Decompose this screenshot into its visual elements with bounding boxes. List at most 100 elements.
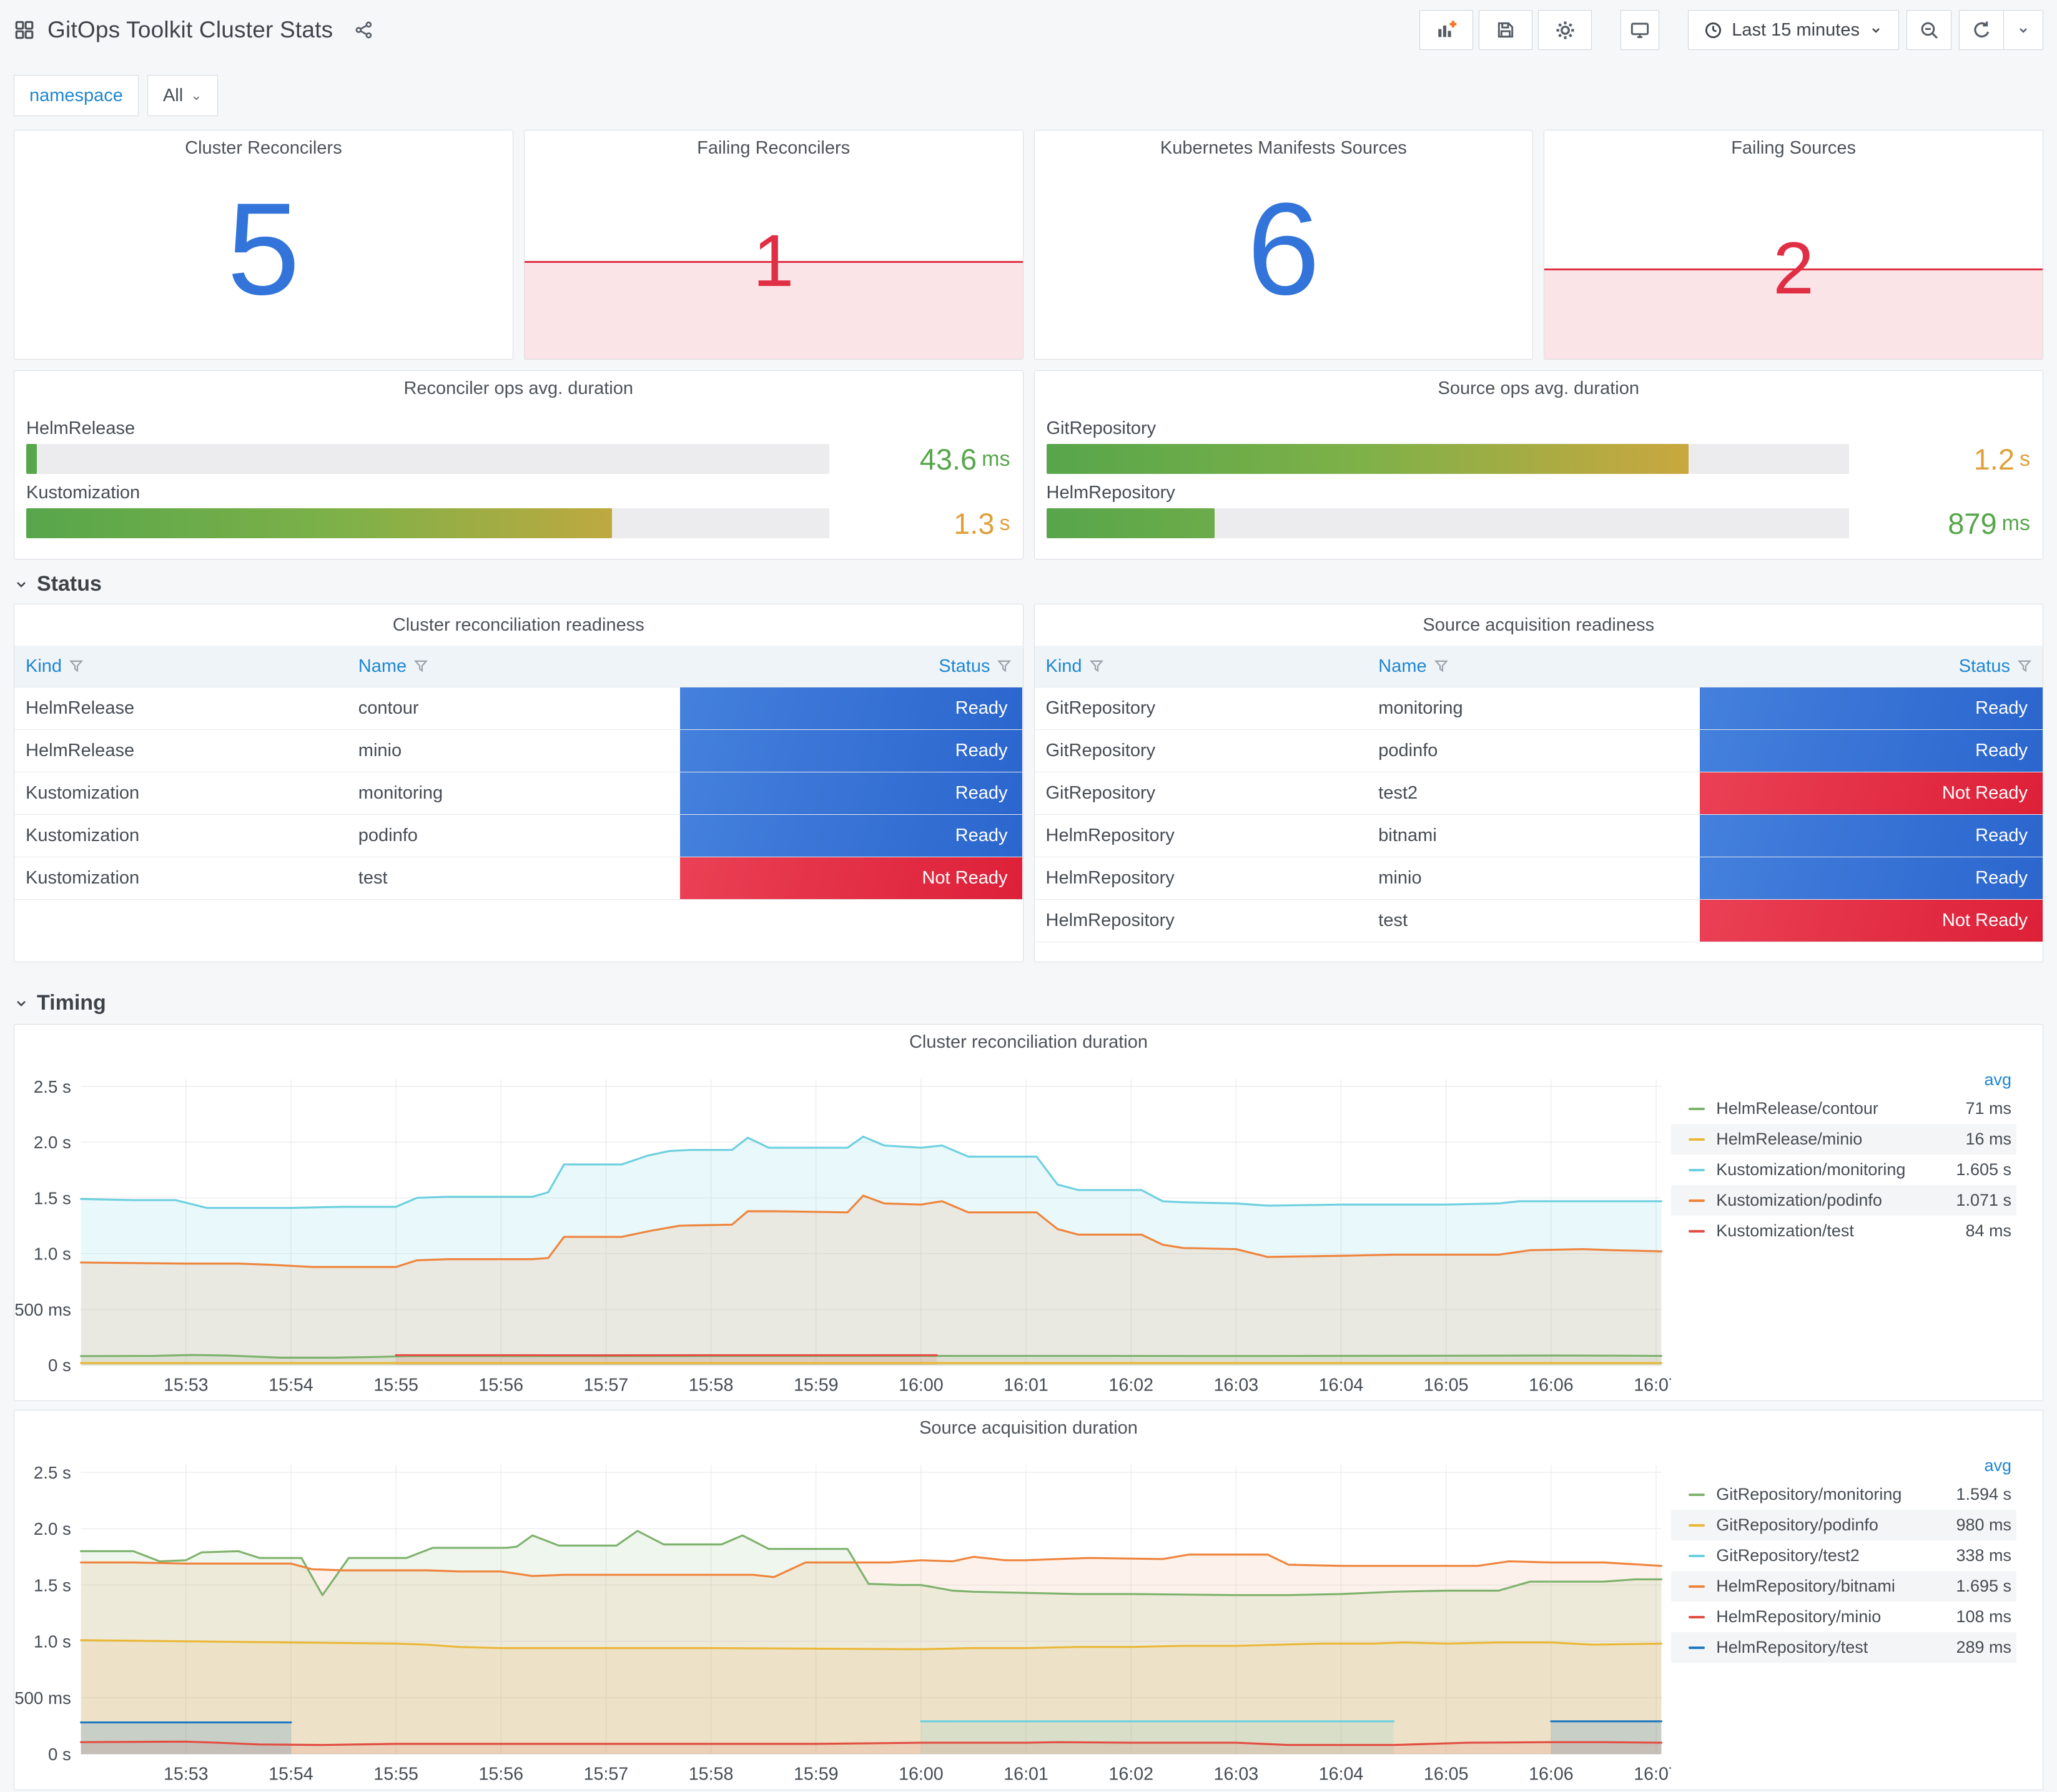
legend-item[interactable]: HelmRepository/bitnami 1.695 s <box>1671 1571 2016 1602</box>
stat-panel-title: Failing Sources <box>1731 137 1857 158</box>
legend-avg-header[interactable]: avg <box>1984 1070 2011 1089</box>
bargauge-value: 43.6 ms <box>919 442 1014 476</box>
column-header-name[interactable]: Name <box>1367 656 1700 677</box>
legend-item[interactable]: HelmRelease/minio 16 ms <box>1671 1124 2016 1154</box>
value-unit: s <box>2020 446 2030 471</box>
plot-area[interactable]: 0 s 500 ms 1.0 s 1.5 s 2.0 s 2.5 s 15:53 15:54 1… <box>14 1445 1671 1788</box>
svg-text:1.5 s: 1.5 s <box>34 1575 71 1595</box>
legend-avg-value: 108 ms <box>1956 1607 2011 1626</box>
legend-series-name: GitRepository/monitoring <box>1716 1485 1902 1504</box>
svg-text:16:05: 16:05 <box>1424 1765 1469 1785</box>
svg-text:15:53: 15:53 <box>164 1376 209 1396</box>
title-area: GitOps Toolkit Cluster Stats <box>14 17 374 43</box>
section-title: Timing <box>37 991 106 1015</box>
status-badge: Ready <box>1700 857 2043 899</box>
time-range-picker[interactable]: Last 15 minutes <box>1688 10 1899 50</box>
table-row: HelmRepository test Not Ready <box>1034 900 2043 942</box>
legend-series-name: GitRepository/test2 <box>1716 1546 1860 1565</box>
section-header-timing[interactable]: Timing <box>14 991 2043 1015</box>
legend-series-swatch <box>1689 1138 1705 1141</box>
variables-row: namespace All ⌄ <box>14 75 2043 116</box>
column-header-status[interactable]: Status <box>1700 656 2043 677</box>
table-row: HelmRepository minio Ready <box>1034 857 2043 900</box>
variable-value-dropdown[interactable]: All ⌄ <box>147 75 218 116</box>
refresh-interval-dropdown[interactable] <box>2003 11 2043 49</box>
panel-title: Reconciler ops avg. duration <box>403 378 634 398</box>
legend-series-name: HelmRelease/contour <box>1716 1099 1878 1118</box>
plot-area[interactable]: 0 s 500 ms 1.0 s 1.5 s 2.0 s 2.5 s 15:53 15:54 1… <box>14 1060 1671 1399</box>
variable-value: All <box>162 85 184 106</box>
value-number: 43.6 <box>919 442 977 476</box>
legend-item[interactable]: GitRepository/monitoring 1.594 s <box>1671 1479 2016 1510</box>
cell-name: minio <box>1378 868 1422 888</box>
cell-name: test <box>358 868 388 888</box>
table-panel: Source acquisition readiness Kind Name Stat… <box>1033 604 2043 962</box>
tv-mode-button[interactable] <box>1620 10 1660 50</box>
legend-item[interactable]: GitRepository/podinfo 980 ms <box>1671 1510 2016 1540</box>
cell-kind: GitRepository <box>1045 783 1156 803</box>
legend-item[interactable]: HelmRelease/contour 71 ms <box>1671 1093 2016 1124</box>
stats-row: Cluster Reconcilers 5 Failing Reconcilers 1… <box>14 130 2043 360</box>
share-icon[interactable] <box>354 20 374 40</box>
bargauge-fill <box>26 508 613 538</box>
cell-name: podinfo <box>358 825 418 845</box>
legend-series-name: HelmRepository/test <box>1716 1638 1868 1657</box>
value-unit: ms <box>2001 511 2030 535</box>
bargauge-value: 1.2 s <box>1974 443 2034 476</box>
legend-avg-value: 16 ms <box>1965 1130 2011 1148</box>
timeseries-panel: Cluster reconciliation duration 0 s 500 ms… <box>14 1024 2043 1401</box>
bargauge-label: GitRepository <box>1046 418 1157 438</box>
legend-series-name: HelmRepository/minio <box>1716 1607 1882 1626</box>
section-header-status[interactable]: Status <box>14 572 2043 596</box>
legend-item[interactable]: HelmRepository/test 289 ms <box>1671 1632 2016 1663</box>
refresh-button[interactable] <box>1960 11 2003 49</box>
svg-text:500 ms: 500 ms <box>14 1688 71 1708</box>
legend-item[interactable]: GitRepository/test2 338 ms <box>1671 1540 2016 1571</box>
bargauge-value: 879 ms <box>1948 507 2034 540</box>
dashboard-grid-icon <box>14 19 35 41</box>
svg-text:16:07: 16:07 <box>1634 1376 1671 1396</box>
stat-panel: Cluster Reconcilers 5 <box>14 130 513 360</box>
column-header-kind[interactable]: Kind <box>1035 656 1368 677</box>
svg-text:16:05: 16:05 <box>1424 1376 1469 1396</box>
legend-item[interactable]: Kustomization/podinfo 1.071 s <box>1671 1185 2016 1216</box>
table-row: GitRepository test2 Not Ready <box>1034 772 2043 815</box>
bargauge-panel: Source ops avg. duration GitRepository 1.2… <box>1033 370 2043 559</box>
legend-item[interactable]: HelmRepository/minio 108 ms <box>1671 1602 2016 1632</box>
legend-item[interactable]: Kustomization/test 84 ms <box>1671 1216 2016 1246</box>
legend-series-swatch <box>1689 1524 1705 1527</box>
legend-avg-header[interactable]: avg <box>1984 1455 2011 1475</box>
column-header-name[interactable]: Name <box>347 656 680 677</box>
chart-legend: avg GitRepository/monitoring 1.594 s GitRep… <box>1671 1445 2043 1788</box>
stat-panel-title: Kubernetes Manifests Sources <box>1160 137 1407 158</box>
svg-text:500 ms: 500 ms <box>14 1300 71 1319</box>
svg-text:0 s: 0 s <box>48 1356 71 1375</box>
svg-text:15:59: 15:59 <box>794 1765 839 1785</box>
cell-name: test2 <box>1378 783 1418 803</box>
filter-funnel-icon <box>997 660 1012 672</box>
svg-text:16:00: 16:00 <box>899 1376 944 1396</box>
svg-text:16:02: 16:02 <box>1108 1376 1153 1396</box>
add-panel-button[interactable] <box>1419 10 1474 50</box>
zoom-out-button[interactable] <box>1907 10 1951 50</box>
svg-text:0 s: 0 s <box>48 1745 71 1764</box>
legend-series-name: HelmRelease/minio <box>1716 1130 1863 1148</box>
column-header-kind[interactable]: Kind <box>14 656 347 677</box>
svg-text:16:04: 16:04 <box>1319 1765 1364 1785</box>
dashboard-settings-button[interactable] <box>1538 10 1592 50</box>
legend-item[interactable]: Kustomization/monitoring 1.605 s <box>1671 1154 2016 1185</box>
bargauge-track <box>1046 444 1849 474</box>
variable-label-namespace[interactable]: namespace <box>14 75 139 116</box>
save-dashboard-button[interactable] <box>1479 10 1533 50</box>
cell-name: bitnami <box>1378 825 1437 845</box>
legend-series-swatch <box>1689 1107 1705 1110</box>
status-badge: Ready <box>679 815 1023 857</box>
table-title: Source acquisition readiness <box>1423 614 1655 635</box>
top-bar: GitOps Toolkit Cluster Stats <box>14 0 2043 60</box>
table-row: HelmRelease minio Ready <box>14 730 1023 772</box>
status-badge: Not Ready <box>1700 772 2043 814</box>
table-row: GitRepository monitoring Ready <box>1034 687 2043 730</box>
column-header-status[interactable]: Status <box>680 656 1023 677</box>
svg-text:16:04: 16:04 <box>1319 1376 1364 1396</box>
